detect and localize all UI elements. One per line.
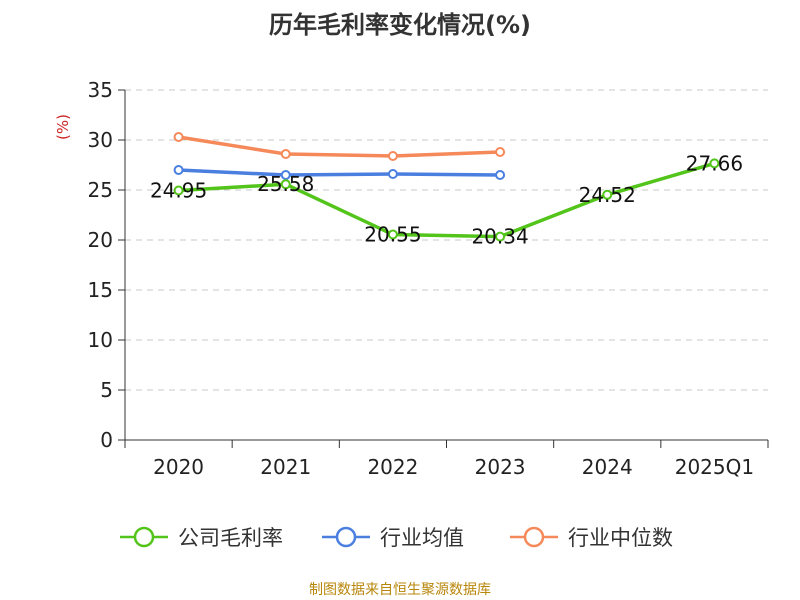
legend[interactable]: 公司毛利率 行业均值 行业中位数 [120, 526, 673, 550]
data-point[interactable] [387, 229, 398, 240]
data-point[interactable] [173, 165, 184, 175]
data-label: 25.58 [257, 172, 314, 196]
y-tick-label: 15 [88, 278, 113, 302]
x-tick-label: 2022 [367, 455, 418, 479]
series-line [176, 135, 502, 158]
data-point[interactable] [280, 170, 291, 180]
data-labels: 24.95 25.58 20.55 20.34 24.52 27.66 [150, 151, 743, 248]
legend-item-0[interactable]: 公司毛利率 [120, 526, 283, 550]
series-lines [173, 132, 720, 242]
x-tick-label: 2020 [153, 455, 204, 479]
legend-item-2[interactable]: 行业中位数 [510, 526, 673, 550]
series-0 [173, 158, 720, 242]
data-point[interactable] [495, 170, 506, 180]
data-point[interactable] [280, 149, 291, 159]
legend-item-1[interactable]: 行业均值 [322, 526, 464, 550]
data-point[interactable] [495, 231, 506, 242]
y-tick-label: 35 [88, 78, 113, 102]
legend-marker [523, 526, 545, 548]
y-tick-label: 5 [100, 378, 113, 402]
y-tick-label: 20 [88, 228, 113, 252]
data-label: 24.52 [579, 183, 636, 207]
data-point[interactable] [387, 169, 398, 179]
series-line [176, 168, 502, 177]
series-1 [173, 165, 506, 180]
x-tick-label: 2024 [582, 455, 633, 479]
legend-marker [335, 526, 357, 548]
legend-label: 行业中位数 [568, 526, 673, 550]
data-point[interactable] [173, 185, 184, 196]
data-point[interactable] [173, 132, 184, 142]
data-label: 24.95 [150, 179, 207, 203]
data-label: 20.34 [471, 225, 528, 249]
data-point[interactable] [280, 179, 291, 190]
axes: 0 5 10 15 20 25 30 35 2020 2021 2022 2023 2024 2025Q1 [88, 78, 769, 479]
chart-title: 历年毛利率变化情况(%) [269, 11, 531, 39]
data-point[interactable] [495, 147, 506, 157]
data-point[interactable] [709, 158, 720, 169]
y-tick-label: 10 [88, 328, 113, 352]
legend-label: 公司毛利率 [178, 526, 283, 550]
grid-lines [125, 89, 768, 391]
legend-marker [133, 526, 155, 548]
series-2 [173, 132, 506, 161]
y-tick-label: 30 [88, 128, 113, 152]
legend-label: 行业均值 [380, 526, 464, 550]
data-point[interactable] [602, 189, 613, 200]
y-tick-label: 0 [100, 428, 113, 452]
data-label: 27.66 [686, 151, 743, 175]
data-label: 20.55 [364, 223, 421, 247]
data-point[interactable] [387, 151, 398, 161]
series-line [176, 161, 717, 239]
x-tick-label: 2023 [475, 455, 526, 479]
x-tick-label: 2025Q1 [675, 455, 754, 479]
x-tick-label: 2021 [260, 455, 311, 479]
source-note: 制图数据来自恒生聚源数据库 [309, 582, 491, 598]
y-tick-label: 25 [88, 178, 113, 202]
y-axis-unit: (%) [54, 114, 72, 140]
